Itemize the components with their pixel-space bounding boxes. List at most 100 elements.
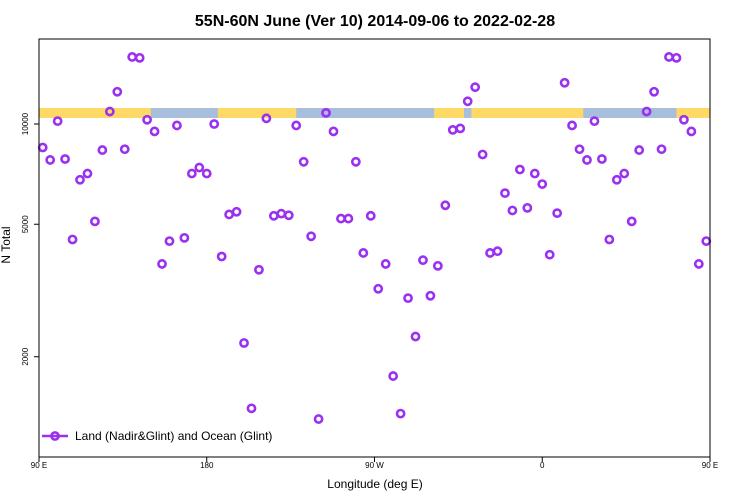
data-point — [75, 174, 85, 185]
data-point — [291, 120, 302, 131]
data-point — [97, 145, 108, 155]
data-point — [447, 125, 458, 135]
data-point — [656, 144, 667, 155]
data-point — [104, 106, 115, 117]
data-points — [37, 52, 712, 424]
land-sea-band — [39, 108, 710, 118]
data-point — [522, 202, 533, 213]
data-point — [82, 168, 93, 179]
data-point — [313, 414, 324, 424]
data-point — [246, 403, 257, 414]
data-point — [455, 123, 466, 134]
x-axis: 90 E 180 90 W 0 90 E — [31, 457, 718, 470]
data-point — [112, 86, 123, 97]
data-point — [231, 206, 242, 217]
x-axis-label: Longitude (deg E) — [327, 477, 422, 491]
x-tick-label: 180 — [200, 461, 214, 470]
data-point — [261, 113, 272, 124]
data-point — [373, 283, 384, 294]
y-tick-label: 10000 — [21, 112, 30, 135]
data-point — [149, 126, 160, 137]
data-point — [403, 293, 413, 304]
data-point — [418, 255, 428, 266]
land-band-segment — [434, 108, 464, 118]
data-point — [425, 290, 436, 301]
data-point — [537, 179, 548, 189]
data-point — [492, 246, 503, 257]
data-point — [328, 126, 339, 137]
y-tick-label: 5000 — [21, 215, 30, 233]
data-point — [395, 408, 406, 419]
data-point — [164, 236, 175, 246]
data-point — [343, 213, 354, 224]
y-tick-label: 2000 — [21, 347, 30, 365]
data-point — [432, 260, 443, 271]
data-point — [664, 52, 674, 62]
data-point — [567, 120, 577, 131]
data-point — [679, 114, 689, 125]
data-point — [380, 259, 391, 269]
data-point — [60, 154, 70, 164]
data-point — [67, 234, 78, 245]
legend-label: Land (Nadir&Glint) and Ocean (Glint) — [75, 429, 272, 443]
chart-title: 55N-60N June (Ver 10) 2014-09-06 to 2022… — [195, 13, 555, 30]
data-point — [268, 210, 279, 221]
y-axis: 2000 5000 10000 — [21, 112, 39, 366]
data-point — [336, 213, 346, 224]
data-point — [574, 144, 585, 155]
data-point — [410, 331, 421, 342]
data-point — [224, 209, 235, 220]
data-point — [172, 120, 182, 131]
data-point — [179, 232, 190, 243]
y-axis-label: N Total — [0, 226, 13, 263]
data-point — [500, 188, 510, 199]
data-point — [649, 86, 659, 97]
data-point — [52, 116, 63, 127]
data-point — [157, 259, 167, 269]
data-point — [134, 52, 145, 63]
data-point — [611, 174, 622, 185]
data-point — [276, 208, 287, 219]
data-point — [365, 210, 376, 221]
data-point — [619, 168, 630, 179]
data-point — [641, 106, 652, 117]
x-tick-label: 0 — [540, 461, 545, 470]
data-point — [127, 52, 138, 62]
data-point — [604, 234, 615, 245]
plot-frame — [38, 38, 711, 458]
data-point — [358, 248, 369, 258]
data-point — [693, 259, 704, 269]
x-tick-label: 90 E — [31, 461, 47, 470]
land-band-segment — [217, 108, 297, 118]
data-point — [529, 168, 540, 179]
legend-marker — [50, 431, 60, 441]
data-point — [119, 144, 130, 155]
data-point — [686, 126, 697, 137]
data-point — [209, 119, 220, 129]
data-point — [283, 210, 294, 221]
data-point — [45, 155, 56, 165]
ocean-band — [39, 108, 710, 118]
data-point — [671, 52, 682, 63]
data-point — [388, 371, 399, 381]
data-point — [701, 236, 712, 246]
data-point — [306, 231, 317, 242]
data-point — [507, 205, 518, 216]
data-point — [544, 249, 555, 260]
data-point — [634, 145, 645, 155]
data-point — [470, 82, 481, 93]
data-point — [298, 156, 309, 167]
data-point — [552, 208, 563, 219]
legend: Land (Nadir&Glint) and Ocean (Glint) — [42, 429, 272, 443]
data-point — [477, 149, 488, 160]
data-point — [201, 168, 212, 179]
land-band-segment — [471, 108, 584, 118]
land-band-segment — [676, 108, 710, 118]
data-point — [440, 200, 451, 211]
data-point — [239, 338, 249, 348]
data-point — [462, 96, 473, 107]
data-point — [514, 164, 525, 175]
data-point — [194, 162, 205, 173]
data-point — [142, 114, 153, 125]
